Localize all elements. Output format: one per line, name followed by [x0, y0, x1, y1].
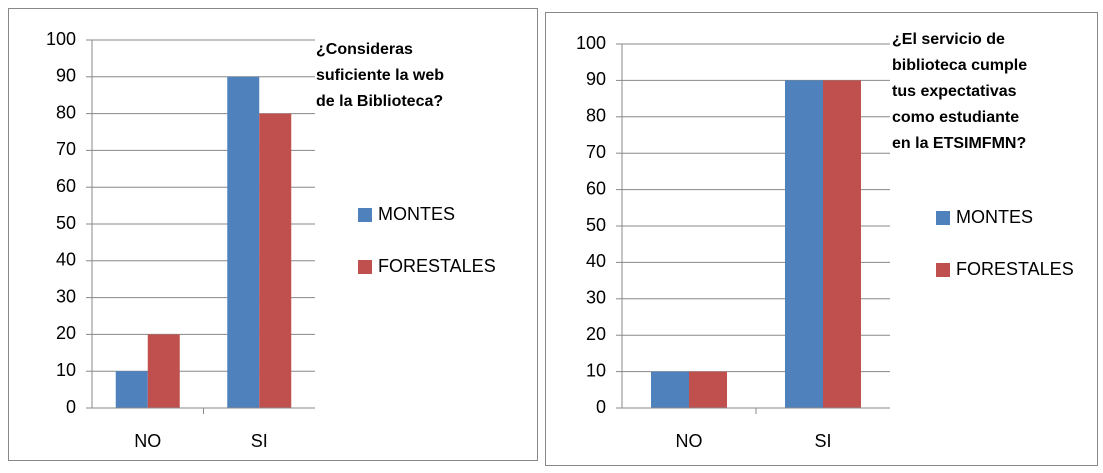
x-tick-label: NO: [134, 431, 161, 451]
y-tick-label: 80: [586, 106, 606, 126]
bar: [147, 334, 180, 408]
y-tick-label: 70: [56, 139, 76, 159]
legend-swatch: [358, 208, 372, 222]
y-tick-label: 100: [576, 33, 606, 53]
chart-title: ¿Consideras: [316, 41, 413, 58]
chart-frame: [8, 8, 538, 461]
chart-title: biblioteca cumple: [892, 57, 1027, 74]
bar: [227, 76, 260, 409]
legend-label: FORESTALES: [956, 259, 1074, 279]
y-tick-label: 100: [46, 29, 76, 49]
chart-title: ¿El servicio de: [892, 31, 1005, 48]
bar: [785, 80, 823, 409]
legend-label: MONTES: [956, 207, 1033, 227]
bar: [651, 371, 689, 408]
y-tick-label: 50: [56, 213, 76, 233]
chart-title: como estudiante: [892, 109, 1019, 126]
y-tick-label: 50: [586, 215, 606, 235]
x-tick-label: SI: [814, 431, 831, 451]
legend-swatch: [936, 211, 950, 225]
y-tick-label: 90: [56, 66, 76, 86]
y-tick-label: 0: [66, 397, 76, 417]
bar: [259, 113, 292, 408]
y-tick-label: 0: [596, 397, 606, 417]
legend-label: MONTES: [378, 204, 455, 224]
y-tick-label: 90: [586, 69, 606, 89]
y-tick-label: 20: [586, 324, 606, 344]
chart-title: tus expectativas: [892, 83, 1017, 100]
bar: [115, 371, 148, 408]
y-tick-label: 80: [56, 102, 76, 122]
chart-title: de la Biblioteca?: [316, 93, 443, 110]
y-tick-label: 40: [586, 251, 606, 271]
y-tick-label: 60: [56, 176, 76, 196]
y-tick-label: 30: [586, 288, 606, 308]
chart-title: suficiente la web: [316, 67, 444, 84]
x-tick-label: SI: [251, 431, 268, 451]
bar: [689, 371, 727, 408]
chart-frame: [545, 12, 1098, 466]
y-tick-label: 70: [586, 142, 606, 162]
y-tick-label: 10: [586, 360, 606, 380]
legend-swatch: [936, 263, 950, 277]
y-tick-label: 20: [56, 323, 76, 343]
legend-swatch: [358, 260, 372, 274]
legend-label: FORESTALES: [378, 256, 496, 276]
y-tick-label: 10: [56, 360, 76, 380]
y-tick-label: 40: [56, 250, 76, 270]
y-tick-label: 30: [56, 286, 76, 306]
y-tick-label: 60: [586, 178, 606, 198]
chart-title: en la ETSIMFMN?: [892, 135, 1026, 152]
bar: [823, 80, 861, 409]
x-tick-label: NO: [676, 431, 703, 451]
